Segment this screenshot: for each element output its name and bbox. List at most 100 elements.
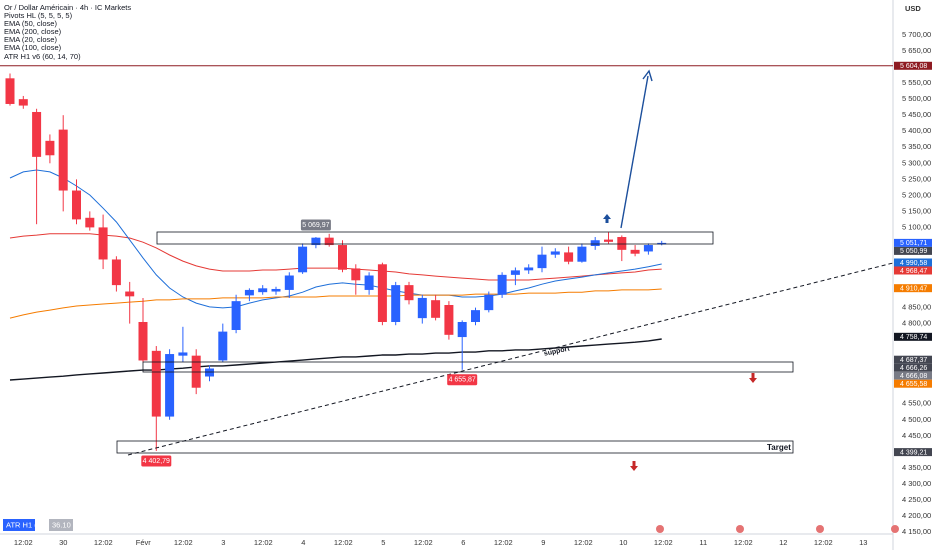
x-tick-label: 12:02 <box>574 538 593 547</box>
candle-body <box>510 270 520 275</box>
atr-name: ATR H1 (14) <box>6 520 48 529</box>
pivot-tag: 5 069,97 <box>302 222 329 229</box>
event-flag <box>816 525 824 533</box>
target-zone <box>116 440 794 454</box>
price-tag-bg <box>894 363 932 372</box>
x-tick-label: 4 <box>301 538 305 547</box>
x-tick-label: 12:02 <box>494 538 513 547</box>
candle-body <box>258 288 268 293</box>
event-flag <box>891 525 899 533</box>
candle-body <box>45 140 55 156</box>
x-tick-label: 12:02 <box>734 538 753 547</box>
y-tick-label: 5 550,00 <box>902 78 931 87</box>
candle-body <box>218 331 228 361</box>
price-tag-bg <box>894 238 932 247</box>
price-tag-bg <box>894 258 932 267</box>
target-label: Target <box>767 443 791 452</box>
y-tick-label: 4 350,00 <box>902 463 931 472</box>
price-tag: 4 666,26 <box>900 365 927 372</box>
x-tick-label: Févr <box>136 538 152 547</box>
x-tick-label: 12:02 <box>174 538 193 547</box>
price-tag: 5 051,71 <box>900 240 927 247</box>
price-tag: 4 655,58 <box>900 381 927 388</box>
y-tick-label: 5 250,00 <box>902 174 931 183</box>
candle-body <box>444 304 454 335</box>
indicator-legend: ATR H1 v6 (60, 14, 70) <box>4 52 81 61</box>
price-tag-bg <box>894 332 932 341</box>
y-tick-label: 5 650,00 <box>902 46 931 55</box>
candle-body <box>364 275 374 290</box>
currency-label: USD <box>905 4 921 13</box>
price-tag: 5 604,08 <box>900 63 927 70</box>
candle-body <box>32 111 42 157</box>
candle-body <box>457 321 467 338</box>
x-tick-label: 11 <box>699 538 707 547</box>
y-tick-label: 5 450,00 <box>902 110 931 119</box>
y-tick-label: 5 150,00 <box>902 206 931 215</box>
projection-arrow <box>620 75 649 229</box>
price-tag: 4 687,37 <box>900 357 927 364</box>
candle-body <box>98 227 108 260</box>
ema-line <box>9 288 662 319</box>
candle-body <box>165 354 175 417</box>
candle-body <box>431 300 441 318</box>
candle-body <box>58 129 68 191</box>
y-tick-label: 4 200,00 <box>902 511 931 520</box>
price-tag: 4 399,21 <box>900 449 927 456</box>
candle-body <box>231 301 241 331</box>
plot-area <box>5 73 667 451</box>
candle-body <box>151 350 161 417</box>
candle-body <box>590 240 600 247</box>
price-tag-bg <box>894 61 932 70</box>
y-tick-label: 4 450,00 <box>902 431 931 440</box>
candle-body <box>564 252 574 262</box>
x-tick-label: 12:02 <box>254 538 273 547</box>
x-tick-label: 13 <box>859 538 867 547</box>
price-tag: 4 758,74 <box>900 334 927 341</box>
ema-line <box>9 233 662 281</box>
candle-body <box>125 291 135 297</box>
pivot-tag-bg <box>300 219 331 231</box>
candle-body <box>5 78 15 104</box>
candle-body <box>604 239 613 242</box>
candle-body <box>284 275 294 290</box>
down-arrow-icon <box>630 461 638 471</box>
pivot-tag-bg <box>141 455 172 467</box>
legend-entry: EMA (20, close) <box>4 35 57 44</box>
candle-body <box>550 251 560 255</box>
legend-entry: EMA (50, close) <box>4 19 57 28</box>
x-tick-label: 6 <box>461 538 465 547</box>
resistance-zone <box>156 231 714 245</box>
y-tick-label: 5 500,00 <box>902 94 931 103</box>
candle-body <box>178 352 188 356</box>
x-tick-label: 12 <box>779 538 787 547</box>
ema-line <box>9 338 662 381</box>
y-tick-label: 4 300,00 <box>902 479 931 488</box>
atr-value-bg <box>49 519 73 531</box>
price-tag-bg <box>894 355 932 364</box>
y-tick-label: 4 800,00 <box>902 319 931 328</box>
price-tag: 4 910,47 <box>900 286 927 293</box>
arrow-head <box>642 69 653 82</box>
x-tick-label: 3 <box>221 538 225 547</box>
y-tick-label: 5 350,00 <box>902 142 931 151</box>
support-zone <box>142 361 794 373</box>
x-tick-label: 12:02 <box>14 538 33 547</box>
pivot-tag: 4 402,79 <box>143 458 170 465</box>
x-tick-label: 12:02 <box>814 538 833 547</box>
price-tag: 4 968,47 <box>900 268 927 275</box>
price-tag-bg <box>894 379 932 388</box>
candle-body <box>484 294 494 311</box>
price-tag: 5 050,99 <box>900 248 927 255</box>
candle-body <box>138 321 148 361</box>
price-tag-bg <box>894 266 932 275</box>
legend-entry: EMA (200, close) <box>4 27 62 36</box>
candle-body <box>18 99 28 106</box>
y-tick-label: 4 500,00 <box>902 415 931 424</box>
x-tick-label: 5 <box>381 538 385 547</box>
candle-body <box>497 274 507 295</box>
candle-body <box>338 245 347 270</box>
y-tick-label: 4 150,00 <box>902 527 931 536</box>
event-flag <box>736 525 744 533</box>
